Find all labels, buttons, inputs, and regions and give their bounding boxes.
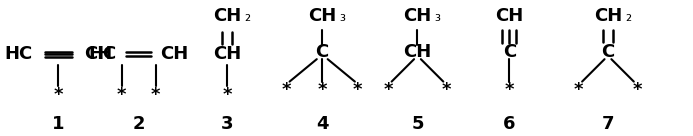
Text: CH: CH (495, 7, 523, 25)
Text: ₃: ₃ (435, 9, 441, 24)
Text: *: * (317, 81, 327, 99)
Text: C: C (602, 43, 615, 61)
Text: ₂: ₂ (625, 9, 631, 24)
Text: C: C (502, 43, 516, 61)
Text: *: * (574, 81, 584, 99)
Text: 3: 3 (221, 115, 234, 133)
Text: HC: HC (89, 45, 116, 63)
Text: *: * (505, 81, 514, 99)
Text: 6: 6 (503, 115, 516, 133)
Text: *: * (442, 81, 451, 99)
Text: 1: 1 (52, 115, 64, 133)
Text: HC: HC (4, 45, 33, 63)
Text: *: * (383, 81, 393, 99)
Text: *: * (117, 86, 126, 104)
Text: CH: CH (213, 7, 241, 25)
Text: 7: 7 (602, 115, 614, 133)
Text: CH: CH (403, 7, 432, 25)
Text: 2: 2 (132, 115, 145, 133)
Text: *: * (222, 86, 231, 104)
Text: ₃: ₃ (340, 9, 345, 24)
Text: *: * (633, 81, 642, 99)
Text: 4: 4 (316, 115, 328, 133)
Text: *: * (151, 86, 160, 104)
Text: *: * (53, 86, 63, 104)
Text: CH: CH (213, 45, 241, 63)
Text: C: C (315, 43, 329, 61)
Text: CH: CH (308, 7, 336, 25)
Text: *: * (282, 81, 292, 99)
Text: CH: CH (594, 7, 622, 25)
Text: CH: CH (84, 45, 112, 63)
Text: 5: 5 (411, 115, 423, 133)
Text: CH: CH (160, 45, 188, 63)
Text: CH: CH (403, 43, 432, 61)
Text: *: * (353, 81, 362, 99)
Text: ₂: ₂ (244, 9, 250, 24)
